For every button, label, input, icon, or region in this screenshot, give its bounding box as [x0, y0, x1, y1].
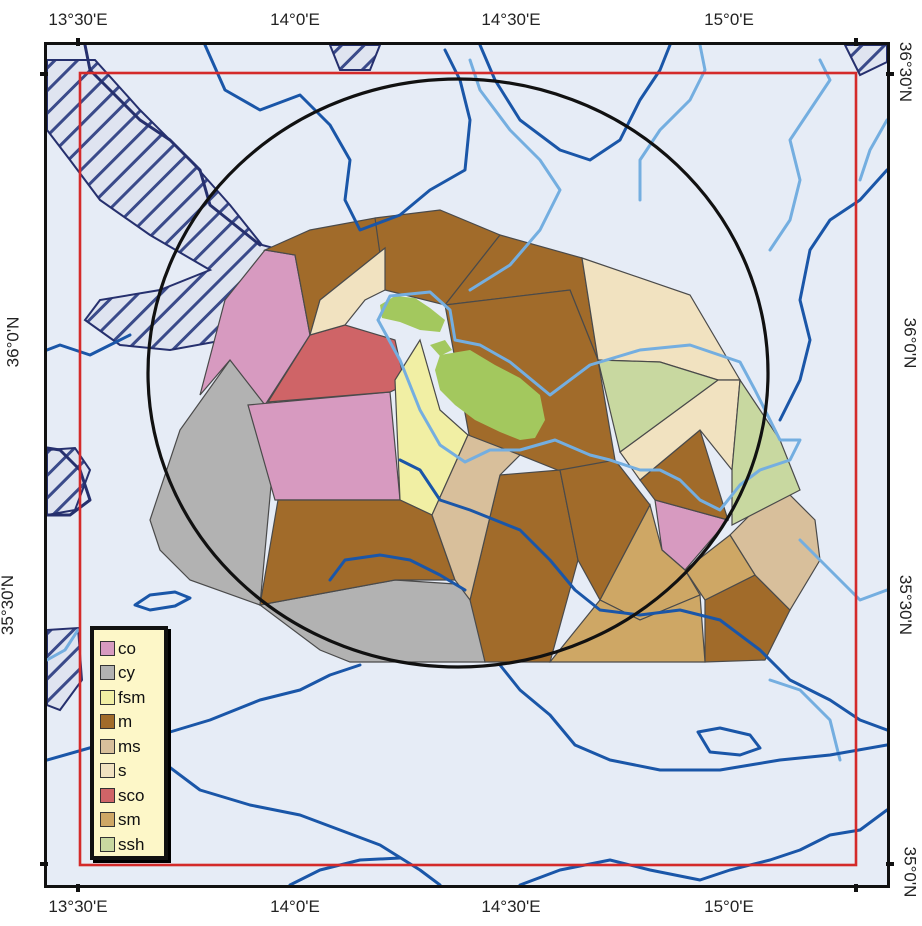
legend-item: s [100, 759, 164, 784]
legend-swatch [100, 689, 115, 705]
legend-label: fsm [118, 687, 146, 707]
seabed-polygon-sm [684, 534, 756, 601]
shallow-contour [47, 628, 80, 662]
seabed-polygon-ms [431, 434, 522, 602]
left-tick-label: 35°30'N [0, 574, 18, 636]
legend-label: sm [118, 810, 141, 830]
deep-contour [133, 590, 192, 612]
top-tick-label: 14°0'E [270, 10, 320, 29]
deep-contour [696, 726, 762, 757]
island-comino [430, 340, 452, 356]
right-tick-label: 35°0'N [900, 846, 920, 898]
legend-swatch [100, 665, 115, 681]
island-malta [435, 350, 545, 440]
buffer-circle [146, 77, 770, 669]
dark-contour [83, 45, 262, 247]
deep-contour [288, 856, 402, 885]
bottom-tick-label: 14°0'E [270, 897, 320, 916]
legend-label: co [118, 638, 136, 658]
hatched-zone [843, 45, 887, 77]
legend-label: ssh [118, 834, 145, 854]
legend-label: cy [118, 663, 135, 683]
seabed-polygon-s [309, 246, 386, 336]
legend-label: sco [118, 785, 145, 805]
shallow-contour [768, 678, 842, 762]
bottom-tick-label: 15°0'E [704, 897, 754, 916]
island-gozo [380, 296, 445, 332]
legend-swatch [100, 812, 115, 828]
shallow-contour [376, 290, 802, 512]
deep-contour [203, 45, 472, 232]
deep-contour [398, 458, 887, 732]
seabed-polygon-ssh [731, 378, 801, 526]
legend-label: s [118, 761, 127, 781]
top-tick-label: 15°0'E [704, 10, 754, 29]
legend-item: m [100, 710, 164, 735]
legend-item: sco [100, 783, 164, 808]
legend-label: m [118, 712, 133, 732]
deep-contour [328, 553, 467, 592]
legend-swatch [100, 714, 115, 730]
legend: co cy fsm m ms s sco sm ssh [90, 626, 168, 860]
deep-contour [518, 808, 887, 885]
legend-item: ssh [100, 832, 164, 857]
legend-item: co [100, 636, 164, 661]
bottom-tick-label: 13°30'E [48, 897, 108, 916]
study-area-box [78, 71, 858, 867]
legend-item: sm [100, 808, 164, 833]
legend-swatch [100, 738, 115, 754]
right-tick-label: 36°30'N [896, 41, 916, 103]
deep-contour [498, 663, 887, 772]
dark-contour [47, 446, 92, 517]
seabed-polygon-ssh [597, 359, 720, 454]
deep-contour [778, 168, 887, 422]
deep-contour [47, 333, 132, 357]
shallow-contour [468, 58, 562, 292]
legend-swatch [100, 787, 115, 803]
shallow-contour [798, 538, 887, 602]
legend-item: cy [100, 661, 164, 686]
shallow-contour [638, 45, 707, 202]
legend-label: ms [118, 736, 141, 756]
seabed-polygon-co [247, 391, 401, 501]
right-tick-label: 36°0'N [900, 317, 920, 369]
top-tick-label: 13°30'E [48, 10, 108, 29]
legend-swatch [100, 640, 115, 656]
top-tick-label: 14°30'E [481, 10, 541, 29]
shallow-contour [768, 58, 832, 252]
bottom-tick-label: 14°30'E [481, 897, 541, 916]
map-frame[interactable] [44, 42, 890, 888]
hatched-zone [47, 626, 84, 712]
deep-contour [478, 45, 672, 162]
map-canvas[interactable] [47, 45, 887, 885]
legend-swatch [100, 836, 115, 852]
left-tick-label: 36°0'N [3, 316, 23, 368]
legend-item: ms [100, 734, 164, 759]
legend-item: fsm [100, 685, 164, 710]
legend-swatch [100, 763, 115, 779]
shallow-contour [858, 118, 887, 182]
right-tick-label: 35°30'N [896, 574, 916, 636]
hatched-zone [328, 45, 382, 71]
